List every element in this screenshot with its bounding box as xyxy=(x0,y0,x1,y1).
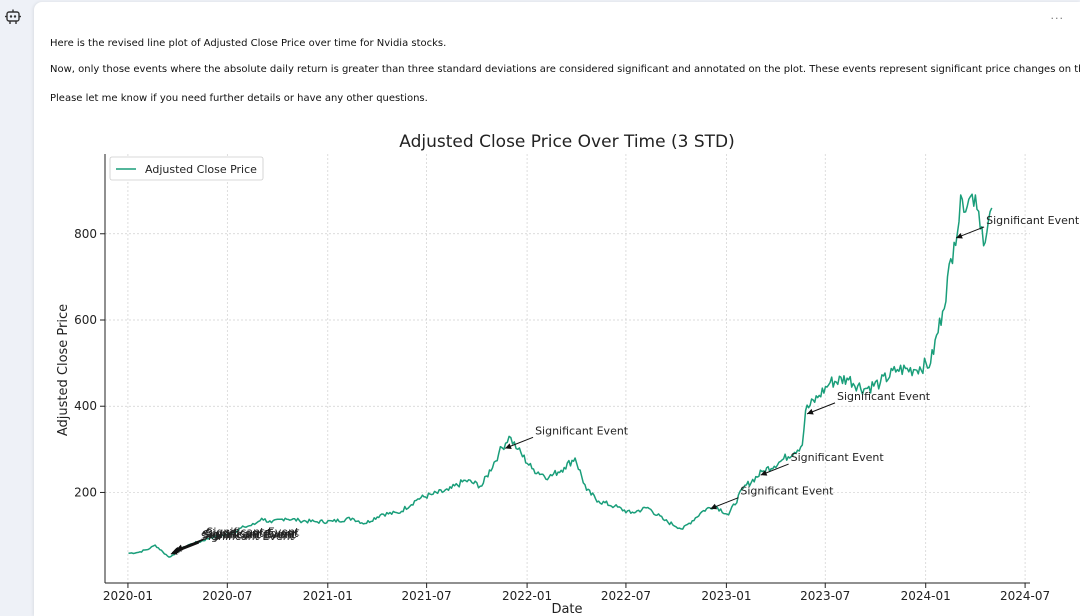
x-tick-label: 2024-01 xyxy=(901,589,951,603)
x-tick-label: 2020-07 xyxy=(202,589,252,603)
legend-box xyxy=(109,156,264,181)
x-tick-label: 2023-07 xyxy=(800,589,850,603)
y-tick-label: 400 xyxy=(74,399,97,413)
y-tick-label: 600 xyxy=(74,313,97,327)
annotation-arrowhead xyxy=(956,232,963,239)
message-line-3: Please let me know if you need further d… xyxy=(50,93,428,104)
price-line xyxy=(128,193,993,558)
annotation-label: Significant Event xyxy=(206,526,300,539)
y-tick-label: 200 xyxy=(74,485,97,499)
annotation-label: Significant Event xyxy=(202,529,296,542)
annotation-arrowhead xyxy=(760,470,768,476)
x-tick-label: 2021-01 xyxy=(303,589,353,603)
x-tick-label: 2024-07 xyxy=(1000,589,1050,603)
left-rail xyxy=(0,0,34,616)
x-tick-label: 2022-07 xyxy=(601,589,651,603)
x-axis-label: Date xyxy=(551,602,582,616)
annotation-label: Significant Event xyxy=(535,424,629,437)
annotation-label: Significant Event xyxy=(986,214,1080,227)
legend-label: Adjusted Close Price xyxy=(145,163,257,176)
chart-line-layer xyxy=(128,193,993,558)
bot-icon xyxy=(5,9,21,24)
chart-axes xyxy=(104,154,1030,584)
x-tick-label: 2023-01 xyxy=(701,589,751,603)
chart-ticks: 2020-01 2020-07 2021-01 2021-07 2022-01 2022-… xyxy=(74,227,1050,603)
more-horizontal-icon[interactable]: ··· xyxy=(1050,12,1064,25)
y-tick-label: 800 xyxy=(74,227,97,241)
annotation-label: Significant Event xyxy=(837,390,931,403)
x-tick-label: 2020-01 xyxy=(103,589,153,603)
message-line-2: Now, only those events where the absolut… xyxy=(50,64,1080,75)
annotation-arrowhead xyxy=(710,503,718,510)
chart-title: Adjusted Close Price Over Time (3 STD) xyxy=(399,132,734,152)
assistant-message-panel: ··· Here is the revised line plot of Adj… xyxy=(34,2,1080,616)
annotation-label: Significant Event xyxy=(201,530,295,543)
annotation-label: Significant Event xyxy=(203,528,297,541)
x-tick-label: 2022-01 xyxy=(502,589,552,603)
annotation-arrowhead xyxy=(176,544,184,551)
annotation-arrowhead xyxy=(505,443,512,449)
annotation-label: Significant Event xyxy=(791,451,885,464)
chart-legend: Adjusted Close Price xyxy=(109,156,264,181)
annotation-label: Significant Event xyxy=(205,527,299,540)
annotation-arrowhead xyxy=(807,408,814,415)
message-line-1: Here is the revised line plot of Adjuste… xyxy=(50,38,447,49)
x-tick-label: 2021-07 xyxy=(402,589,452,603)
annotation-label: Significant Event xyxy=(740,485,834,498)
y-axis-label: Adjusted Close Price xyxy=(56,304,71,436)
